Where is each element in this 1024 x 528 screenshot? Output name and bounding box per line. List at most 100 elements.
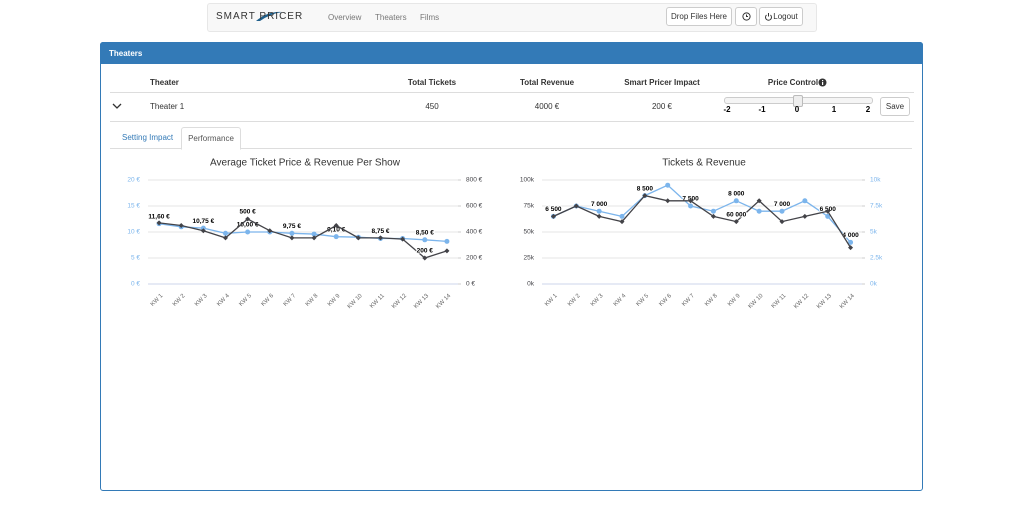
point	[245, 229, 251, 235]
point	[400, 236, 406, 242]
x-tick-label: KW 3	[194, 293, 209, 308]
column-header: Smart Pricer Impact	[624, 78, 700, 87]
y2-tick-label: 7.5k	[870, 203, 883, 210]
logo-swoosh	[256, 11, 282, 21]
x-tick-label: KW 7	[283, 293, 298, 308]
data-label: 500 €	[240, 209, 257, 216]
point	[665, 182, 671, 188]
point	[178, 223, 184, 228]
data-label: 4 000	[842, 232, 859, 239]
x-tick-label: KW 10	[748, 293, 765, 310]
point	[733, 198, 739, 204]
x-tick-label: KW 4	[216, 293, 231, 308]
point	[422, 255, 428, 261]
y-tick-label: 0 €	[131, 281, 140, 288]
point	[289, 235, 295, 241]
data-label: 7 000	[591, 201, 608, 208]
slider-label: 2	[865, 105, 871, 114]
nav-link[interactable]: Theaters	[375, 13, 407, 22]
point	[779, 219, 785, 225]
data-label: 8 000	[728, 191, 745, 198]
point	[444, 238, 450, 244]
y-tick-label: 5 €	[131, 255, 140, 262]
row-divider	[110, 92, 914, 93]
point	[688, 198, 694, 204]
y-tick-label: 25k	[524, 255, 535, 262]
point	[710, 208, 716, 214]
y-tick-label: 100k	[520, 177, 535, 184]
x-tick-label: KW 6	[658, 293, 673, 308]
x-tick-label: KW 5	[636, 293, 651, 308]
point	[848, 239, 854, 245]
point	[825, 213, 831, 219]
point	[619, 219, 625, 225]
point	[573, 203, 579, 209]
power-icon	[765, 13, 773, 21]
x-tick-label: KW 1	[150, 293, 165, 308]
logout-button[interactable]: Logout	[759, 7, 803, 26]
series-line	[553, 194, 852, 248]
row-divider	[110, 121, 914, 122]
tab[interactable]: Setting Impact	[122, 133, 174, 142]
point	[267, 228, 273, 234]
save-button[interactable]: Save	[880, 97, 910, 116]
slider-handle[interactable]	[793, 95, 803, 107]
x-tick-label: KW 9	[727, 293, 742, 308]
y2-tick-label: 600 €	[466, 203, 483, 210]
point	[333, 223, 339, 228]
tab-active[interactable]: Performance	[181, 127, 241, 150]
point	[619, 213, 625, 219]
cell: 200 €	[651, 102, 673, 111]
tab-divider	[110, 148, 912, 149]
x-tick-label: KW 4	[613, 293, 628, 308]
history-button[interactable]	[735, 7, 757, 26]
point	[444, 248, 450, 254]
x-tick-label: KW 8	[305, 293, 320, 308]
point	[688, 203, 694, 209]
point	[311, 235, 317, 241]
y-tick-label: 0k	[527, 281, 535, 288]
cell: Theater 1	[150, 102, 185, 111]
data-label: 9,10 €	[327, 226, 345, 233]
column-header: Price Control	[767, 78, 819, 87]
logo: SMART PRICER	[216, 11, 304, 22]
point	[333, 234, 339, 240]
y-tick-label: 75k	[524, 203, 535, 210]
point	[756, 198, 762, 204]
point	[289, 230, 295, 236]
x-tick-label: KW 13	[413, 293, 430, 310]
point	[802, 198, 808, 204]
x-tick-label: KW 6	[261, 293, 276, 308]
series-line	[553, 184, 852, 243]
data-label: 9,75 €	[283, 223, 301, 230]
x-tick-label: KW 11	[369, 293, 386, 310]
y-tick-label: 20 €	[127, 177, 140, 184]
x-tick-label: KW 13	[816, 293, 833, 310]
point	[311, 231, 317, 237]
x-tick-label: KW 8	[704, 293, 719, 308]
point	[779, 208, 785, 214]
expand-chevron[interactable]	[112, 102, 122, 110]
nav-link[interactable]: Overview	[328, 13, 362, 22]
data-label: 10,00 €	[237, 222, 259, 229]
y2-tick-label: 2.5k	[870, 255, 883, 262]
info-icon[interactable]	[818, 78, 827, 87]
cell: 450	[425, 102, 439, 111]
drop-files-button[interactable]: Drop Files Here	[666, 7, 732, 26]
x-tick-label: KW 14	[435, 293, 452, 310]
column-header: Total Revenue	[519, 78, 575, 87]
clock-icon	[741, 12, 751, 21]
point	[378, 235, 383, 241]
nav-link[interactable]: Films	[420, 13, 440, 22]
point	[422, 237, 428, 243]
y-tick-label: 10 €	[127, 229, 140, 236]
y-tick-label: 50k	[524, 229, 535, 236]
point	[848, 245, 854, 251]
y2-tick-label: 0 €	[466, 281, 475, 288]
point	[245, 216, 251, 222]
point	[355, 235, 361, 241]
data-label: 6 500	[545, 206, 562, 213]
point	[665, 198, 671, 204]
